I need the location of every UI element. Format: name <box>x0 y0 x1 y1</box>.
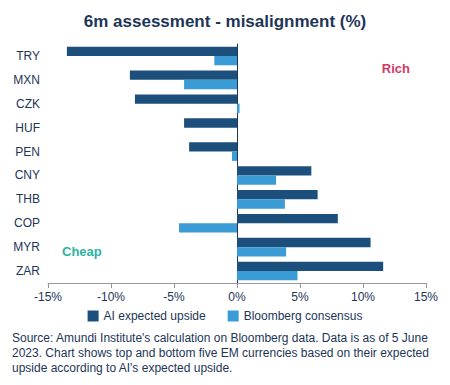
svg-text:0%: 0% <box>228 290 246 304</box>
svg-text:2023. Chart shows top and bott: 2023. Chart shows top and bottom five EM… <box>12 346 432 360</box>
svg-text:15%: 15% <box>414 290 438 304</box>
svg-text:COP: COP <box>14 216 40 230</box>
svg-text:CNY: CNY <box>15 168 40 182</box>
svg-text:10%: 10% <box>351 290 375 304</box>
svg-text:-10%: -10% <box>97 290 125 304</box>
svg-text:ZAR: ZAR <box>16 264 40 278</box>
svg-text:-15%: -15% <box>34 290 62 304</box>
svg-text:PEN: PEN <box>15 145 40 159</box>
svg-text:THB: THB <box>16 192 40 206</box>
svg-text:Cheap: Cheap <box>62 244 102 259</box>
svg-text:MYR: MYR <box>13 240 40 254</box>
svg-text:MXN: MXN <box>13 73 40 87</box>
svg-text:6m assessment - misalignment (: 6m assessment - misalignment (%) <box>84 12 366 31</box>
svg-text:AI expected upside: AI expected upside <box>104 309 206 323</box>
svg-text:HUF: HUF <box>15 121 40 135</box>
svg-text:5%: 5% <box>291 290 309 304</box>
svg-text:CZK: CZK <box>16 97 40 111</box>
svg-text:Bloomberg consensus: Bloomberg consensus <box>244 309 363 323</box>
svg-text:Source: Amundi Institute's cal: Source: Amundi Institute's calculation o… <box>12 331 431 345</box>
svg-text:upside according to AI's expec: upside according to AI's expected upside… <box>12 361 232 375</box>
svg-text:TRY: TRY <box>16 49 40 63</box>
svg-text:-5%: -5% <box>163 290 185 304</box>
svg-text:Rich: Rich <box>382 61 410 76</box>
